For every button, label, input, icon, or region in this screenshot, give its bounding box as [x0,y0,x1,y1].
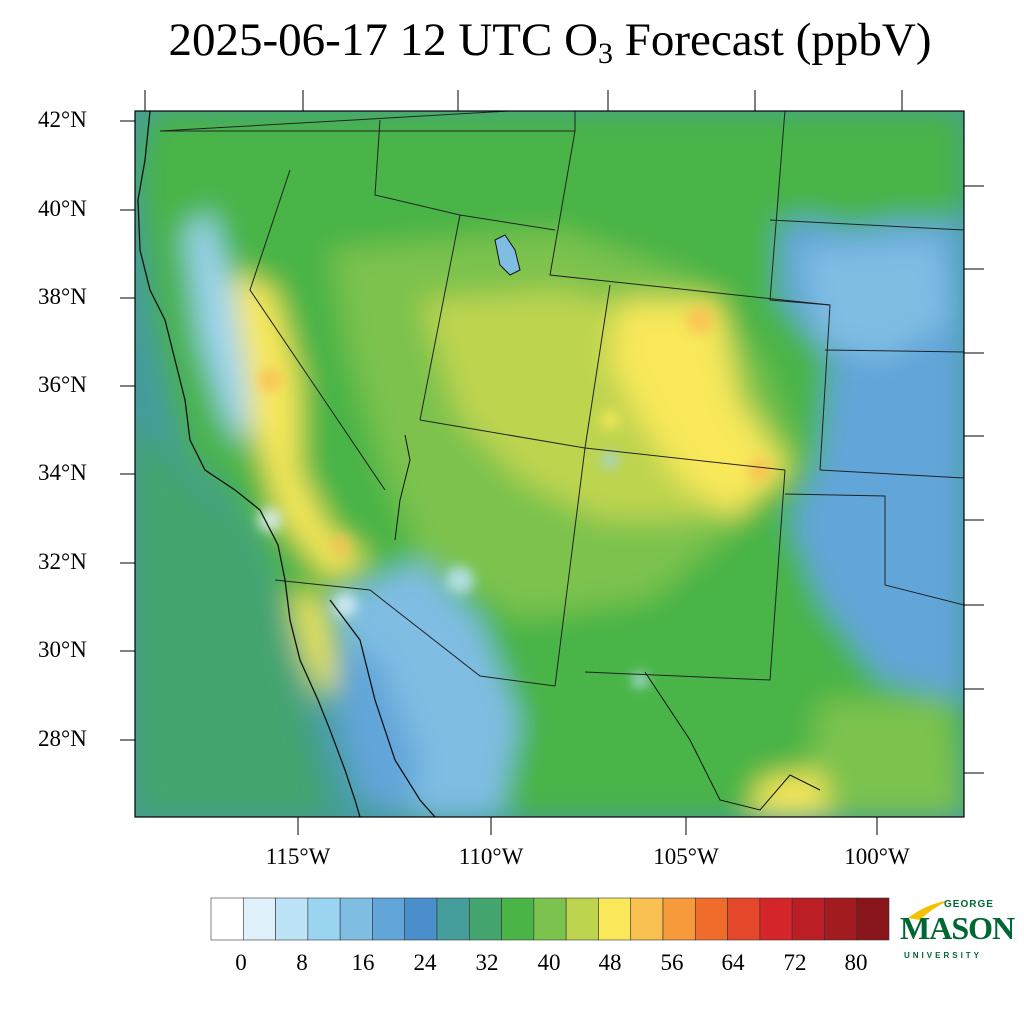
colorbar-tick-label: 32 [475,950,499,975]
colorbar [210,897,890,941]
george-mason-logo: GEORGE MASON UNIVERSITY [898,896,1015,966]
lowspot [333,593,357,617]
colorado-river [394,434,411,541]
lowspot [258,508,282,532]
colorbar-swatch [372,897,406,941]
colorbar-swatch [436,897,470,941]
colorbar-tick-label: 16 [351,950,375,975]
map-frame [134,110,965,818]
hotspot [258,368,282,392]
logo-line3: UNIVERSITY [904,951,983,960]
lon-label: 115°W [265,844,331,869]
lat-label: 32°N [38,549,87,574]
lat-label: 40°N [38,196,87,221]
texas-yellow [750,770,830,817]
colorbar-tick-label: 80 [844,950,868,975]
rio-grande [644,671,821,811]
california-valley-blue [185,210,250,450]
coastline [137,111,361,817]
colorbar-swatch [242,897,276,941]
hotspot [330,535,350,555]
colorbar-swatch [791,897,825,941]
colorbar-swatch [339,897,373,941]
lat-label: 36°N [38,372,87,397]
colorbar-swatch [694,897,728,941]
great-salt-lake [494,234,521,276]
desert-southwest-blue [330,560,520,817]
lat-label: 30°N [38,637,87,662]
colorbar-tick-label: 64 [721,950,745,975]
colorado-plateau-yellow [610,300,790,520]
title-suffix: Forecast (ppbV) [613,14,932,66]
sierra-yellow [235,270,370,580]
lat-label: 42°N [38,107,87,132]
colorbar-swatch [307,897,341,941]
colorbar-tick-label: 72 [783,950,807,975]
lowspot [632,672,648,688]
lowspot [602,452,618,468]
colorbar-swatch [727,897,761,941]
colorbar-swatch [404,897,438,941]
hotspot [600,410,620,430]
colorbar-tick-label: 24 [413,950,437,975]
title-prefix: 2025-06-17 12 UTC O [168,14,599,66]
chart-title: 2025-06-17 12 UTC O3 Forecast (ppbV) [0,10,1024,70]
colorbar-swatch [856,897,890,941]
title-subscript: 3 [598,37,614,70]
colorbar-tick-label: 0 [235,950,247,975]
lat-label: 34°N [38,460,87,485]
colorbar-swatch [501,897,535,941]
plains-green-north [780,111,964,230]
colorbar-swatch [598,897,632,941]
lon-label: 105°W [653,844,719,869]
lowspot [446,566,474,594]
colorbar-swatch [210,897,244,941]
lat-label: 28°N [38,726,87,751]
state-boundaries [159,111,964,687]
colorbar-tick-label: 8 [296,950,308,975]
lon-label: 100°W [844,844,910,869]
colorbar-tick-label: 40 [537,950,561,975]
gulf-coast [329,599,436,817]
logo-line2: MASON [900,910,1015,946]
ocean-green-band [135,420,330,817]
colorbar-swatch [275,897,309,941]
colorbar-tick-label: 48 [598,950,622,975]
colorbar-swatch [468,897,502,941]
hotspot [748,458,772,482]
logo-swoosh-icon [908,900,950,920]
ozone-field [135,111,964,817]
axis-ticks [120,90,984,835]
baja-yellow [290,590,335,700]
lon-label: 110°W [458,844,524,869]
colorbar-swatch [759,897,793,941]
colorbar-tick-label: 56 [660,950,684,975]
mexico-green [800,700,964,817]
logo-line1: GEORGE [944,899,994,910]
hotspot [686,306,714,334]
lat-label: 38°N [38,284,87,309]
colorbar-swatch [533,897,567,941]
colorbar-swatch [824,897,858,941]
colorbar-swatch [630,897,664,941]
colorbar-swatch [565,897,599,941]
colorbar-swatch [662,897,696,941]
gulf-california-blue [335,640,420,817]
plains-lightblue [800,240,950,360]
